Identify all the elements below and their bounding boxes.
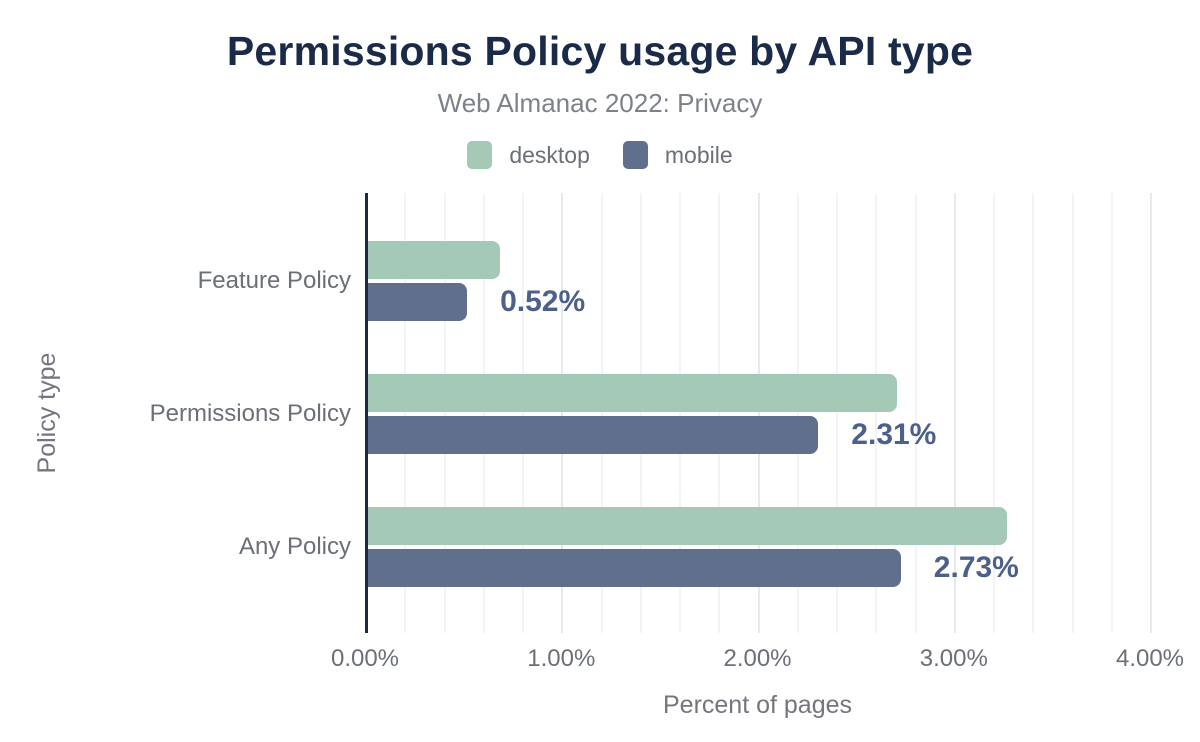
- gridline-minor: [679, 193, 681, 633]
- x-tick-label: 3.00%: [919, 645, 988, 672]
- chart-subtitle: Web Almanac 2022: Privacy: [437, 88, 763, 118]
- value-label: 2.31%: [851, 418, 937, 451]
- x-tick-label: 1.00%: [527, 645, 596, 672]
- legend-label-desktop: desktop: [509, 141, 590, 168]
- gridline-minor: [522, 193, 524, 633]
- bar-desktop: [365, 241, 501, 279]
- bar-mobile: [365, 549, 901, 587]
- chart-title: Permissions Policy usage by API type: [226, 28, 974, 74]
- x-tick-label: 4.00%: [1115, 645, 1185, 672]
- gridline-minor: [639, 193, 642, 633]
- legend-label-mobile: mobile: [664, 141, 733, 168]
- category-label: Feature Policy: [197, 267, 351, 294]
- value-label: 0.52%: [500, 285, 586, 318]
- gridline-minor: [718, 193, 721, 633]
- gridline-major: [561, 193, 564, 633]
- gridline-minor: [1032, 193, 1035, 633]
- gridline-minor: [600, 193, 603, 633]
- category-label: Permissions Policy: [149, 400, 351, 427]
- legend: desktop mobile: [0, 141, 1200, 169]
- gridline-major: [953, 193, 956, 633]
- gridline-minor: [1071, 193, 1074, 633]
- gridline-minor: [993, 193, 995, 633]
- bar-desktop: [365, 507, 1007, 545]
- gridline-minor: [836, 193, 838, 633]
- bar-mobile: [365, 283, 467, 321]
- gridline-minor: [796, 193, 799, 633]
- legend-item-mobile: mobile: [622, 141, 733, 169]
- gridline-major: [757, 193, 760, 633]
- y-axis-line: [365, 193, 368, 633]
- x-tick-label: 2.00%: [723, 645, 792, 672]
- gridline-minor: [914, 193, 917, 633]
- legend-item-desktop: desktop: [467, 141, 590, 169]
- gridline-minor: [875, 193, 878, 633]
- x-axis-title: Percent of pages: [662, 691, 852, 719]
- category-label: Any Policy: [238, 533, 351, 560]
- gridline-major: [1150, 193, 1152, 633]
- legend-swatch-mobile: [622, 141, 648, 169]
- gridline-minor: [482, 193, 485, 633]
- bar-mobile: [365, 416, 819, 454]
- gridline-minor: [443, 193, 446, 633]
- gridline-minor: [1110, 193, 1113, 633]
- plot-area: 0.52% 2.31% 2.73%: [365, 193, 1152, 633]
- legend-swatch-desktop: [467, 141, 493, 169]
- x-tick-label: 0.00%: [330, 645, 400, 672]
- value-label: 2.73%: [933, 551, 1019, 584]
- gridline-minor: [404, 193, 407, 633]
- bar-desktop: [365, 374, 897, 412]
